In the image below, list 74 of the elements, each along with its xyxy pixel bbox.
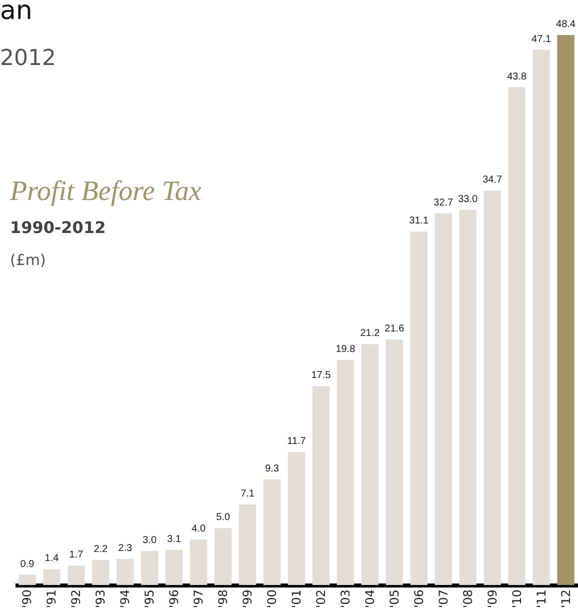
bar — [386, 340, 403, 585]
data-label: 32.7 — [434, 197, 454, 208]
data-label: 21.2 — [360, 328, 380, 340]
bar — [508, 87, 526, 585]
bar — [214, 528, 232, 585]
x-tick-label: '05 — [387, 590, 402, 608]
bar — [166, 550, 183, 585]
data-label: 33.0 — [458, 194, 478, 205]
data-label: 48.4 — [556, 19, 576, 30]
bar — [43, 569, 60, 585]
data-label: 1.4 — [44, 553, 60, 564]
data-label: 3.1 — [167, 534, 182, 545]
data-label: 47.1 — [532, 34, 552, 45]
x-tick-label: '91 — [44, 590, 59, 608]
x-tick-label: '07 — [436, 590, 450, 608]
data-label: 2.2 — [94, 544, 108, 555]
bar — [68, 566, 85, 585]
bar — [141, 550, 158, 585]
bar — [361, 344, 378, 585]
data-label: 1.7 — [69, 550, 84, 561]
data-label: 3.0 — [142, 534, 158, 546]
x-tick-label: '95 — [142, 590, 157, 608]
annotation: 2012 — [0, 46, 56, 71]
data-label: 9.3 — [265, 463, 280, 474]
data-label: 17.5 — [311, 370, 332, 382]
data-label: 34.7 — [482, 174, 502, 186]
text: Profit Before Tax — [10, 176, 202, 208]
bar — [238, 504, 256, 585]
bar — [532, 50, 550, 585]
y-axis-title: (£m) — [10, 251, 46, 269]
x-tick-label: '94 — [118, 590, 132, 608]
x-tick-label: '02 — [314, 590, 328, 608]
x-tick-label: '01 — [290, 590, 304, 608]
x-tick-label: '99 — [240, 590, 255, 608]
x-tick-label: '08 — [460, 590, 475, 608]
data-label: 2.3 — [118, 542, 133, 554]
x-tick-label: '09 — [485, 590, 500, 608]
x-tick-label: '06 — [412, 590, 426, 608]
x-tick-label: '92 — [69, 590, 84, 608]
x-tick-label: '93 — [94, 590, 108, 608]
bar — [288, 452, 306, 585]
text: an — [0, 0, 32, 26]
x-tick-label: '96 — [167, 590, 182, 608]
x-tick-label: '98 — [216, 590, 230, 608]
bar — [190, 540, 208, 585]
bar — [459, 210, 476, 585]
data-label: 4.0 — [192, 524, 206, 535]
x-tick-label: '90 — [20, 590, 34, 608]
bar — [410, 232, 428, 585]
x-tick-label: '97 — [192, 590, 206, 608]
x-tick-label: '10 — [510, 590, 524, 608]
bar — [92, 560, 110, 585]
data-label: 7.1 — [240, 488, 255, 500]
bar — [18, 574, 36, 585]
bar — [484, 190, 501, 585]
x-tick-label: '04 — [362, 590, 377, 608]
bar — [336, 360, 354, 585]
data-label: 43.8 — [507, 71, 527, 82]
x-tick-label: '00 — [265, 590, 280, 608]
bar — [263, 479, 281, 585]
x-tick-label: '03 — [338, 590, 352, 608]
bar — [116, 558, 134, 585]
bar — [557, 35, 574, 585]
data-label: 5.0 — [216, 512, 230, 524]
x-tick-label: '12 — [558, 590, 573, 608]
data-label: 0.9 — [20, 558, 35, 570]
x-tick-label: '11 — [534, 590, 548, 608]
data-label: 11.7 — [287, 436, 306, 448]
data-label: 31.1 — [409, 216, 430, 227]
data-label: 21.6 — [384, 324, 405, 335]
text: 1990-2012 — [10, 218, 106, 237]
bar — [434, 213, 452, 585]
data-label: 19.8 — [336, 344, 356, 355]
bar — [312, 386, 330, 585]
